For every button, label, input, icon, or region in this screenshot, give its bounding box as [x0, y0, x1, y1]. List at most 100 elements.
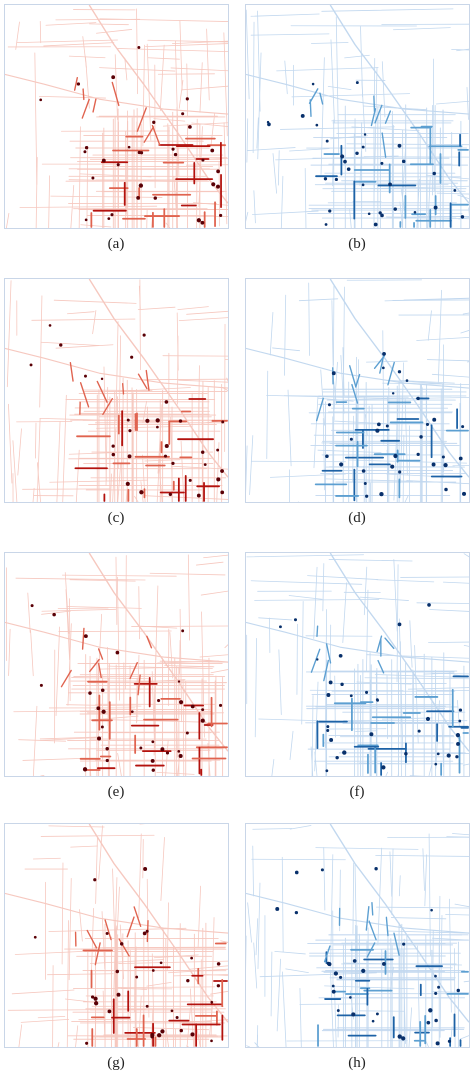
minor-road — [246, 1045, 251, 1047]
hotspot-marker — [130, 710, 134, 714]
hotspot-marker — [431, 462, 436, 467]
hotspot-marker — [458, 719, 462, 723]
minor-road — [40, 341, 100, 346]
arterial-road — [246, 347, 469, 389]
hotspot-marker — [331, 371, 336, 376]
minor-road — [246, 9, 250, 100]
hotspot-marker — [369, 732, 374, 737]
minor-road — [304, 167, 307, 228]
minor-road — [299, 987, 302, 1047]
hotspot-marker — [165, 751, 170, 755]
hotspot-marker — [293, 618, 297, 622]
minor-road — [136, 654, 140, 723]
hotspot-marker — [151, 768, 155, 772]
congested-segment — [145, 369, 150, 391]
arterial-road — [5, 892, 228, 934]
hotspot-marker — [211, 182, 216, 187]
minor-road — [385, 771, 389, 776]
minor-road — [35, 422, 37, 459]
congested-segment — [94, 942, 101, 966]
minor-road — [116, 48, 228, 53]
minor-road — [115, 321, 119, 422]
minor-road — [439, 914, 443, 1038]
minor-road — [436, 192, 469, 195]
minor-road — [27, 592, 31, 633]
hotspot-marker — [342, 750, 347, 755]
hotspot-marker — [88, 691, 92, 695]
hotspot-marker — [111, 444, 115, 448]
minor-road — [314, 681, 319, 772]
minor-road — [6, 212, 10, 228]
minor-road — [330, 854, 334, 968]
minor-road — [55, 626, 61, 717]
minor-road — [281, 856, 284, 953]
hotspot-marker — [363, 482, 367, 486]
minor-road — [92, 310, 97, 335]
hotspot-marker — [430, 908, 433, 912]
hotspot-marker — [200, 220, 205, 225]
road-network-map — [246, 5, 469, 228]
minor-road — [247, 902, 252, 943]
minor-road — [50, 195, 163, 198]
minor-road — [37, 1015, 66, 1019]
congested-segment — [379, 355, 385, 374]
hotspot-marker — [346, 167, 351, 171]
arterial-road — [329, 279, 469, 478]
hotspot-marker — [434, 974, 437, 978]
minor-road — [186, 63, 189, 118]
congested-segment — [376, 635, 383, 653]
hotspot-marker — [377, 422, 381, 427]
minor-road — [178, 379, 228, 383]
hotspot-marker — [456, 988, 460, 993]
minor-road — [55, 344, 114, 349]
hotspot-marker — [294, 870, 299, 875]
minor-road — [463, 980, 469, 983]
minor-road — [110, 473, 112, 502]
hotspot-marker — [201, 450, 205, 454]
hotspot-marker — [97, 736, 102, 741]
minor-road — [41, 610, 71, 615]
minor-road — [142, 400, 147, 423]
minor-road — [452, 833, 469, 836]
road-network-map — [246, 553, 469, 776]
hotspot-marker — [145, 418, 150, 423]
minor-road — [390, 917, 447, 920]
congested-segment — [86, 929, 98, 949]
minor-road — [296, 623, 298, 695]
minor-road — [416, 337, 469, 341]
minor-road — [138, 586, 140, 640]
minor-road — [66, 606, 142, 609]
minor-road — [75, 449, 80, 502]
hotspot-marker — [435, 1041, 440, 1046]
minor-road — [311, 695, 314, 776]
minor-road — [399, 201, 404, 228]
hotspot-marker — [29, 363, 33, 367]
hotspot-marker — [175, 1015, 179, 1019]
congested-segment — [309, 99, 312, 118]
minor-road — [431, 373, 469, 378]
congested-segment — [349, 365, 357, 388]
minor-road — [257, 52, 262, 160]
caption-c: (c) — [107, 510, 125, 526]
congested-segment — [316, 625, 319, 638]
hotspot-marker — [361, 968, 366, 973]
minor-road — [276, 67, 379, 72]
hotspot-marker — [93, 1001, 99, 1006]
hotspot-marker — [190, 704, 195, 709]
hotspot-marker — [30, 604, 34, 608]
hotspot-marker — [84, 218, 88, 222]
hotspot-marker — [427, 603, 431, 607]
minor-road — [58, 630, 172, 632]
minor-road — [86, 145, 89, 228]
hotspot-marker — [220, 490, 225, 495]
minor-road — [115, 556, 118, 625]
minor-road — [79, 909, 83, 942]
minor-road — [68, 878, 72, 981]
minor-road — [272, 347, 300, 352]
minor-road — [369, 185, 469, 190]
minor-road — [289, 825, 312, 830]
minor-road — [301, 601, 304, 725]
congested-segment — [60, 669, 72, 688]
congested-segment — [319, 92, 324, 105]
hotspot-marker — [349, 694, 353, 698]
